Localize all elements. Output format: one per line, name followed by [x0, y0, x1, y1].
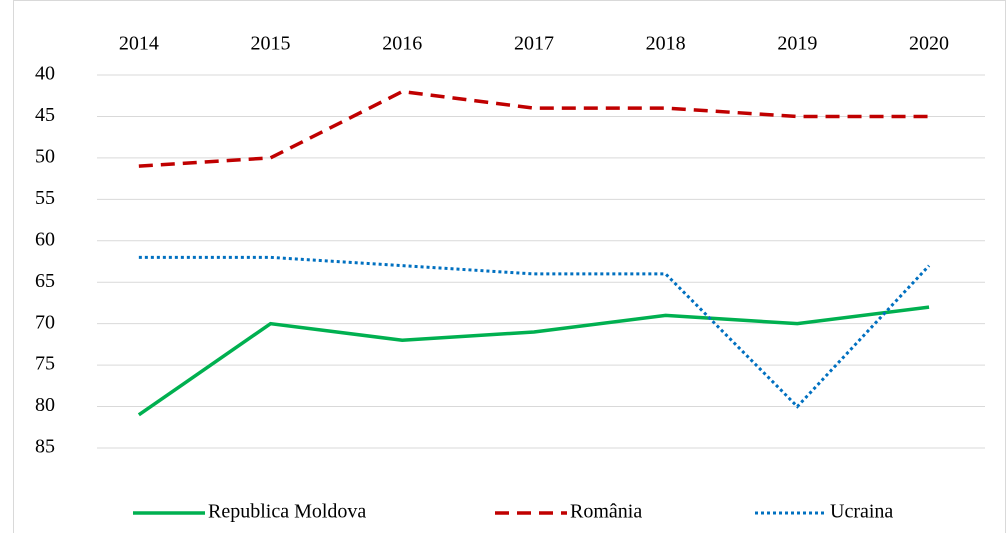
y-tick-label: 85: [35, 436, 55, 458]
chart-border: [13, 0, 1006, 533]
y-tick-label: 65: [35, 270, 55, 292]
x-tick-label: 2015: [251, 33, 291, 55]
y-tick-label: 55: [35, 187, 55, 209]
x-tick-label: 2016: [382, 33, 422, 55]
x-tick-label: 2017: [514, 33, 554, 55]
x-tick-label: 2018: [646, 33, 686, 55]
y-tick-label: 70: [35, 311, 55, 333]
series-line: [138, 89, 930, 168]
x-tick-label: 2020: [909, 33, 949, 55]
y-tick-label: 75: [35, 353, 55, 375]
x-tick-label: 2019: [777, 33, 817, 55]
legend-label: România: [570, 501, 642, 523]
legend-label: Ucraina: [830, 501, 893, 523]
series-line: [138, 255, 931, 409]
y-tick-label: 50: [35, 145, 55, 167]
series-line: [137, 305, 930, 417]
y-tick-label: 45: [35, 104, 55, 126]
y-tick-label: 80: [35, 394, 55, 416]
x-tick-label: 2014: [119, 33, 159, 55]
y-tick-label: 60: [35, 228, 55, 250]
y-tick-label: 40: [35, 63, 55, 85]
legend-label: Republica Moldova: [208, 501, 366, 523]
